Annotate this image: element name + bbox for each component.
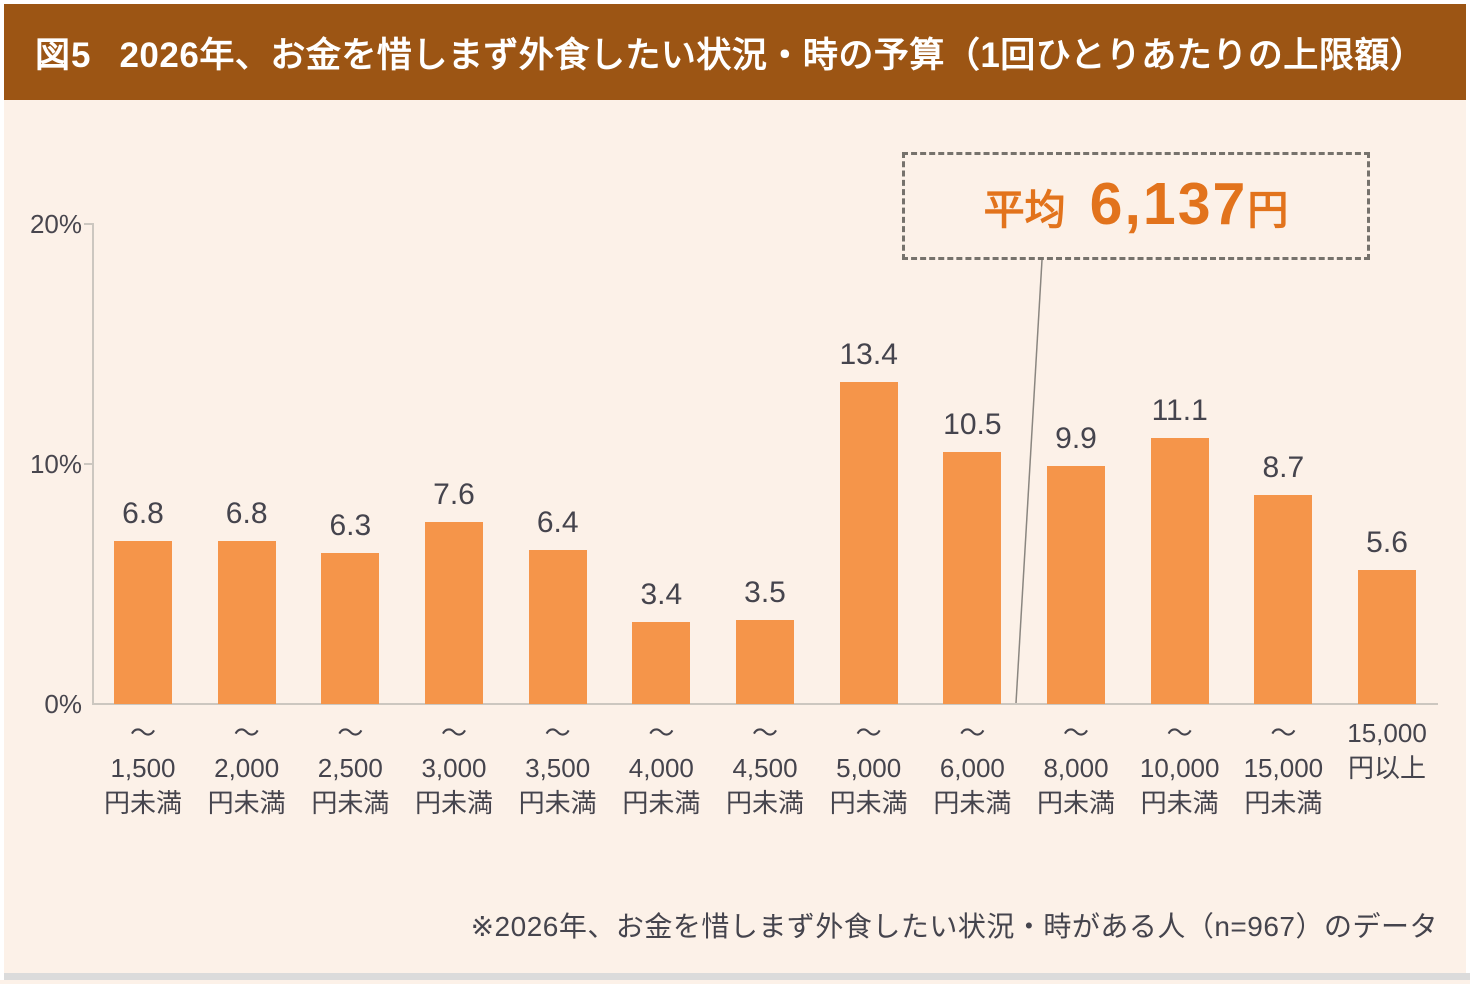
- y-tick-label: 0%: [44, 689, 82, 719]
- bar-value-label: 3.5: [744, 576, 786, 609]
- x-category-label: ～ 3,500 円未満: [518, 718, 597, 818]
- bar: [632, 622, 691, 704]
- bar-value-label: 5.6: [1366, 525, 1408, 559]
- bar: [114, 540, 172, 704]
- x-category-label: ～ 4,500 円未満: [726, 718, 805, 818]
- bar: [1150, 437, 1209, 704]
- y-tick-mark: [84, 223, 93, 225]
- y-axis-line: [92, 223, 94, 705]
- figure-header: 図5 2026年、お金を惜しまず外食したい状況・時の予算（1回ひとりあたりの上限…: [4, 4, 1466, 100]
- x-axis-line: [92, 703, 1438, 705]
- x-category-label: ～ 2,500 円未満: [311, 718, 390, 818]
- average-label: 平均: [983, 187, 1066, 233]
- bar-value-label: 8.7: [1262, 451, 1305, 485]
- bar-value-label: 3.4: [640, 578, 683, 612]
- figure-title: 2026年、お金を惜しまず外食したい状況・時の予算（1回ひとりあたりの上限額）: [119, 35, 1426, 75]
- x-category-label: 15,000 円以上: [1347, 718, 1427, 783]
- bar-value-label: 7.6: [433, 477, 475, 511]
- x-category-label: ～ 6,000 円未満: [933, 718, 1012, 818]
- x-category-label: ～ 8,000 円未満: [1037, 718, 1116, 818]
- bar: [1358, 569, 1417, 704]
- footnote: ※2026年、お金を惜しまず外食したい状況・時がある人（n=967）のデータ: [470, 911, 1438, 942]
- bar: [217, 540, 276, 704]
- bar-value-label: 6.3: [329, 508, 372, 542]
- bar: [321, 552, 380, 704]
- bar: [425, 521, 483, 704]
- bar: [1254, 495, 1313, 704]
- y-tick-label: 20%: [29, 209, 82, 239]
- x-category-label: ～ 3,000 円未満: [414, 718, 493, 818]
- y-tick-label: 10%: [29, 449, 82, 479]
- bar-value-label: 13.4: [839, 338, 898, 372]
- bar: [943, 452, 1002, 704]
- bar-value-label: 10.5: [943, 408, 1002, 441]
- bar: [839, 382, 898, 704]
- annotation-leader-line: [1015, 259, 1043, 704]
- bar-value-label: 6.8: [225, 496, 268, 530]
- bar: [1047, 466, 1106, 704]
- bar-value-label: 11.1: [1151, 393, 1208, 427]
- bar-value-label: 6.4: [536, 506, 579, 540]
- figure-number: 図5: [35, 35, 92, 75]
- x-category-label: ～ 1,500 円未満: [103, 718, 182, 818]
- average-value: 6,137: [1089, 171, 1248, 237]
- average-unit: 円: [1247, 187, 1289, 233]
- x-category-label: ～ 10,000 円未満: [1139, 718, 1220, 818]
- bar: [528, 550, 587, 704]
- y-tick-mark: [84, 463, 93, 465]
- bar-value-label: 6.8: [122, 496, 164, 530]
- average-annotation-box: 平均 6,137円: [902, 152, 1370, 260]
- bar-value-label: 9.9: [1055, 422, 1097, 456]
- bar: [736, 620, 795, 704]
- x-category-label: ～ 15,000 円未満: [1243, 718, 1324, 818]
- x-category-label: ～ 5,000 円未満: [829, 718, 908, 818]
- bottom-edge-strip: [4, 973, 1470, 980]
- x-category-label: ～ 2,000 円未満: [207, 718, 286, 818]
- x-category-label: ～ 4,000 円未満: [622, 718, 701, 818]
